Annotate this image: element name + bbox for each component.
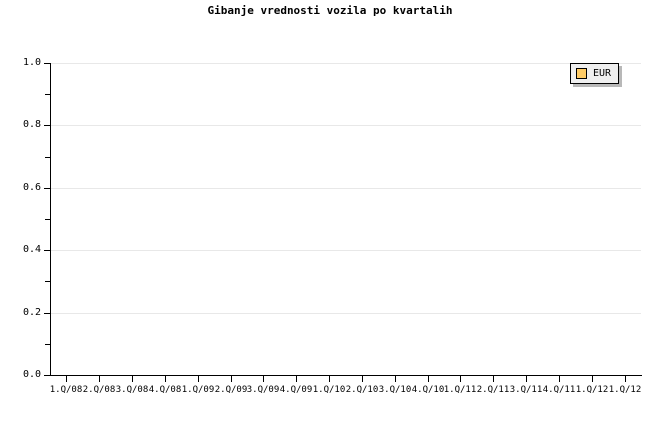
y-axis-minor-tick bbox=[45, 219, 50, 220]
x-axis-tick-label: 1.Q/12 bbox=[608, 385, 642, 395]
x-axis-tick-label: 3.Q/10 bbox=[378, 385, 412, 395]
y-axis-tick bbox=[44, 312, 50, 314]
y-axis-tick-label: 0.8 bbox=[22, 119, 41, 131]
x-axis-tick-label: 2.Q/09 bbox=[214, 385, 248, 395]
x-axis-tick bbox=[592, 376, 593, 382]
x-axis-tick bbox=[263, 376, 264, 382]
y-axis-tick bbox=[44, 250, 50, 252]
y-axis-tick-label: 0.2 bbox=[22, 306, 41, 318]
x-axis-tick-label: 2.Q/08 bbox=[82, 385, 116, 395]
y-axis-tick bbox=[44, 125, 50, 127]
legend-label-eur: EUR bbox=[593, 68, 612, 79]
x-axis-tick-label: 4.Q/10 bbox=[411, 385, 445, 395]
x-axis-tick bbox=[329, 376, 330, 382]
x-axis-tick bbox=[526, 376, 527, 382]
x-axis-tick-label: 1.Q/08 bbox=[49, 385, 83, 395]
x-axis-tick bbox=[493, 376, 494, 382]
gridline bbox=[50, 63, 641, 64]
y-axis-minor-tick bbox=[45, 156, 50, 158]
x-axis-tick-label: 3.Q/11 bbox=[509, 385, 543, 395]
x-axis-tick-label: 2.Q/10 bbox=[345, 385, 379, 395]
y-axis-tick-label: 0.6 bbox=[22, 181, 41, 193]
x-axis-tick bbox=[165, 376, 166, 382]
x-axis-tick bbox=[66, 376, 67, 382]
x-axis-line bbox=[50, 375, 642, 376]
x-axis-tick bbox=[231, 376, 232, 382]
x-axis-tick-label: 3.Q/08 bbox=[115, 385, 149, 395]
x-axis-tick-label: 1.Q/10 bbox=[312, 385, 346, 395]
gridline bbox=[50, 250, 641, 252]
x-axis-tick bbox=[559, 376, 560, 382]
x-axis-tick bbox=[428, 376, 429, 382]
x-axis-tick-label: 4.Q/11 bbox=[542, 385, 576, 395]
y-axis-labels: 0.0 0.2 0.4 0.6 0.8 1.0 bbox=[0, 0, 41, 440]
y-axis-line bbox=[50, 63, 51, 376]
y-axis-tick bbox=[44, 187, 50, 189]
x-axis-tick-label: 2.Q/11 bbox=[476, 385, 510, 395]
y-axis-tick-label: 0.4 bbox=[22, 244, 41, 256]
y-axis-minor-tick bbox=[45, 343, 50, 345]
y-axis-minor-tick bbox=[45, 94, 50, 96]
x-axis-tick-label: 4.Q/08 bbox=[148, 385, 182, 395]
y-axis-minor-tick bbox=[45, 281, 50, 283]
x-axis-tick bbox=[362, 376, 363, 382]
gridline bbox=[50, 312, 641, 314]
x-axis-tick-label: 1.Q/12 bbox=[575, 385, 609, 395]
y-axis-tick bbox=[44, 375, 50, 376]
chart-title: Gibanje vrednosti vozila po kvartalih bbox=[207, 4, 453, 17]
x-axis-tick bbox=[296, 376, 297, 382]
y-axis-tick-label: 1.0 bbox=[22, 57, 41, 68]
x-axis-tick bbox=[132, 376, 133, 382]
x-axis-tick bbox=[395, 376, 396, 382]
x-axis-tick bbox=[99, 376, 100, 382]
x-axis-tick-label: 4.Q/09 bbox=[279, 385, 313, 395]
gridline bbox=[50, 125, 641, 127]
x-axis-tick bbox=[460, 376, 461, 382]
legend-swatch-eur bbox=[576, 68, 587, 79]
plot-area bbox=[50, 63, 641, 376]
gridline bbox=[50, 187, 641, 189]
x-axis-tick-label: 1.Q/11 bbox=[443, 385, 477, 395]
x-axis-tick bbox=[625, 376, 626, 382]
x-axis-tick bbox=[198, 376, 199, 382]
y-axis-tick bbox=[44, 63, 50, 64]
y-axis-tick-label: 0.0 bbox=[22, 369, 41, 380]
x-axis-tick-label: 1.Q/09 bbox=[181, 385, 215, 395]
chart-legend[interactable]: EUR bbox=[570, 63, 620, 84]
x-axis-tick-label: 3.Q/09 bbox=[246, 385, 280, 395]
